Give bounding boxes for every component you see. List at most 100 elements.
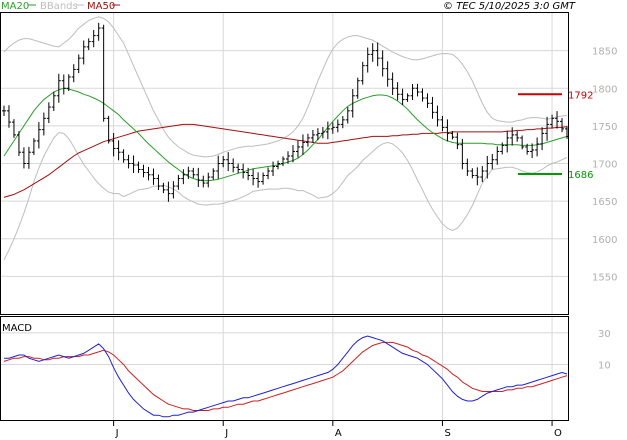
ohlc-bar — [201, 175, 206, 188]
ohlc-bar — [91, 29, 96, 48]
macd-signal-line — [3, 341, 568, 411]
ohlc-bar — [485, 155, 490, 179]
ohlc-bar — [345, 107, 350, 124]
ohlc-bar — [226, 152, 231, 172]
ohlc-bar — [360, 61, 365, 85]
ohlc-bar — [315, 128, 320, 141]
ohlc-bar — [500, 142, 505, 155]
legend-bbands: BBands — [40, 1, 78, 12]
ohlc-bar — [246, 167, 251, 181]
ohlc-bar — [61, 74, 66, 95]
price-panel: 1550 1600 1650 1700 1750 1800 1850 1792 1686 — [0, 12, 617, 315]
ohlc-bar — [71, 64, 76, 83]
ohlc-bar — [540, 127, 545, 151]
ohlc-bar — [16, 131, 21, 156]
ohlc-bar — [31, 138, 36, 155]
ohlc-bar — [505, 130, 510, 153]
ohlc-bar — [380, 50, 385, 77]
ohlc-bar — [475, 167, 480, 186]
ohlc-bar — [310, 130, 315, 143]
ohlc-bar — [405, 93, 410, 102]
ohlc-bar — [36, 122, 41, 149]
ohlc-bar — [196, 167, 201, 187]
ohlc-bar — [430, 96, 435, 119]
ohlc-bar — [241, 163, 246, 179]
ohlc-bar — [216, 155, 221, 179]
ohlc-bar — [480, 166, 485, 183]
legend: MA20 BBands MA50 © TEC 5/10/2025 3:0 GMT — [1, 1, 576, 12]
ohlc-bar — [300, 134, 305, 155]
ohlc-bar — [495, 146, 500, 165]
ohlc-bar — [295, 140, 300, 158]
ohlc-bar — [156, 174, 161, 191]
ohlc-bar — [370, 43, 375, 62]
ohlc-bar — [111, 133, 116, 157]
macd-line — [4, 335, 568, 418]
price-y-tick-labels: 1550 1600 1650 1700 1750 1800 1850 — [592, 47, 617, 284]
macd-y-tick: 30 — [598, 329, 611, 340]
ohlc-bar — [41, 112, 46, 136]
macd-y-tick-labels: 10 30 — [598, 329, 611, 372]
ohlc-bar — [161, 182, 166, 194]
ohlc-bar — [211, 168, 216, 180]
ohlc-bar — [350, 89, 355, 118]
ohlc-bar — [520, 135, 525, 150]
ohlc-bar — [530, 143, 535, 158]
ohlc-bar — [166, 181, 171, 202]
price-y-tick: 1850 — [592, 47, 617, 58]
price-grid — [1, 50, 568, 277]
ohlc-bar — [266, 167, 271, 180]
ohlc-bar — [425, 93, 430, 108]
ohlc-bar — [261, 172, 266, 185]
ohlc-bar — [455, 132, 460, 150]
ohlc-bar — [256, 172, 261, 188]
ohlc-bar — [560, 118, 565, 133]
ohlc-bar — [191, 167, 196, 178]
macd-title: MACD — [2, 323, 32, 334]
price-y-tick: 1750 — [592, 122, 617, 133]
x-tick-label: O — [554, 428, 562, 439]
ohlc-bar — [76, 54, 81, 74]
ohlc-bar — [285, 151, 290, 164]
ohlc-bar — [81, 40, 86, 65]
macd-panel-frame — [0, 316, 569, 421]
ohlc-bar — [470, 168, 475, 179]
ohlc-bar — [126, 154, 131, 169]
ohlc-bar — [335, 119, 340, 133]
ohlc-bar — [435, 105, 440, 127]
ohlc-bar — [136, 161, 141, 173]
ohlc-bar — [355, 77, 360, 99]
ohlc-bar — [365, 47, 370, 73]
x-tick-label: J — [224, 428, 228, 439]
price-y-tick: 1700 — [592, 160, 617, 171]
ma50-line — [3, 123, 568, 198]
ohlc-bar — [51, 91, 56, 112]
ohlc-bar — [440, 115, 445, 132]
support-label: 1686 — [568, 170, 593, 181]
ohlc-bar — [415, 83, 420, 97]
ohlc-bar — [26, 146, 31, 169]
ohlc-bar — [290, 145, 295, 163]
ohlc-bar — [445, 119, 450, 142]
ohlc-bar — [465, 158, 470, 176]
ohlc-bar — [271, 161, 276, 176]
ohlc-bar — [305, 133, 310, 147]
macd-panel: 10 30 MACD — [0, 316, 611, 421]
bbands-lower-line — [3, 132, 568, 261]
x-tick-label: S — [444, 428, 450, 439]
ohlc-bar — [550, 114, 555, 129]
ohlc-bar — [146, 166, 151, 181]
x-tick-label: A — [335, 428, 342, 439]
ohlc-bar — [101, 24, 106, 122]
ohlc-bar — [490, 153, 495, 170]
ohlc-bar — [21, 147, 26, 169]
ohlc-bar — [206, 172, 211, 188]
ohlc-bar — [276, 160, 281, 170]
ohlc-bar — [6, 105, 11, 128]
ohlc-bar — [171, 181, 176, 199]
ohlc-bar — [96, 22, 101, 41]
ohlc-bar — [221, 156, 226, 168]
legend-ma20: MA20 — [1, 1, 29, 12]
price-y-tick: 1800 — [592, 84, 617, 95]
